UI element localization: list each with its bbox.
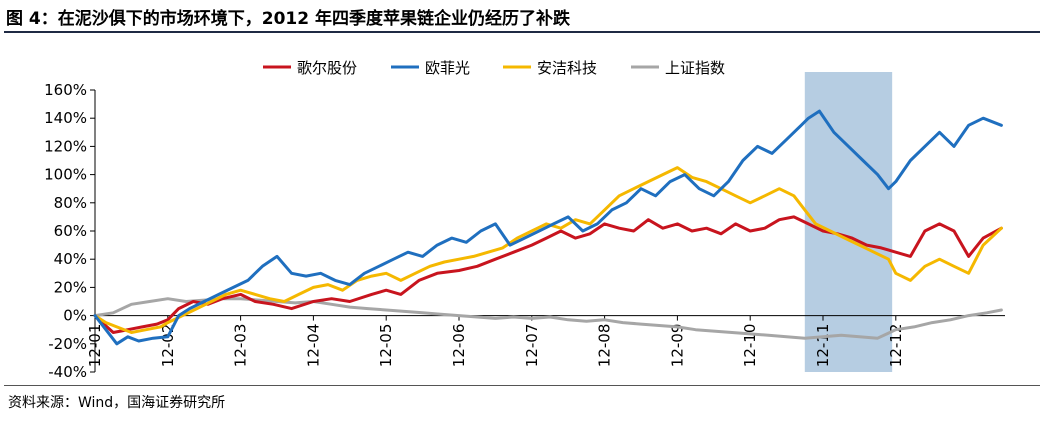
x-tick-label: 12-09: [668, 324, 686, 368]
y-tick-label: 40%: [54, 250, 87, 268]
source-note: 资料来源：Wind，国海证券研究所: [8, 395, 226, 411]
legend-label: 安洁科技: [537, 59, 597, 77]
x-tick-label: 12-08: [596, 324, 614, 368]
legend-label: 歌尔股份: [297, 59, 357, 77]
y-tick-label: 60%: [54, 222, 87, 240]
y-tick-label: 160%: [44, 81, 87, 99]
x-tick-label: 12-04: [304, 324, 322, 368]
series-line: [93, 215, 1003, 334]
series-line: [93, 109, 1003, 346]
footer-rule: [4, 385, 1040, 386]
y-tick-label: -40%: [48, 363, 87, 381]
y-tick-label: 0%: [63, 307, 87, 325]
title-rule: [4, 31, 1040, 33]
x-tick-label: 12-07: [523, 324, 541, 368]
legend-label: 欧菲光: [425, 59, 470, 77]
x-tick-label: 12-10: [741, 324, 759, 368]
y-tick-label: 80%: [54, 194, 87, 212]
y-tick-label: -20%: [48, 335, 87, 353]
y-tick-label: 20%: [54, 278, 87, 296]
line-chart: 160%140%120%100%80%60%40%20%0%-20%-40%12…: [44, 59, 1005, 381]
y-tick-label: 140%: [44, 109, 87, 127]
x-tick-label: 12-01: [86, 324, 104, 368]
series-line: [93, 166, 1003, 334]
series-line: [93, 297, 1003, 340]
legend-label: 上证指数: [665, 59, 725, 77]
legend: 歌尔股份 欧菲光 安洁科技 上证指数: [263, 59, 725, 77]
x-tick-label: 12-02: [159, 324, 177, 368]
x-tick-label: 12-11: [814, 324, 832, 368]
x-tick-label: 12-05: [377, 324, 395, 368]
x-tick-label: 12-03: [232, 324, 250, 368]
y-tick-label: 100%: [44, 166, 87, 184]
highlight-band: [804, 72, 893, 372]
axes-layer: 160%140%120%100%80%60%40%20%0%-20%-40%12…: [44, 81, 1005, 381]
figure-title: 图 4：在泥沙俱下的市场环境下，2012 年四季度苹果链企业仍经历了补跌: [6, 9, 570, 29]
highlight-layer: [804, 72, 893, 372]
x-tick-label: 12-12: [887, 324, 905, 368]
series-layer: [93, 109, 1003, 346]
x-tick-label: 12-06: [450, 324, 468, 368]
y-tick-label: 120%: [44, 137, 87, 155]
